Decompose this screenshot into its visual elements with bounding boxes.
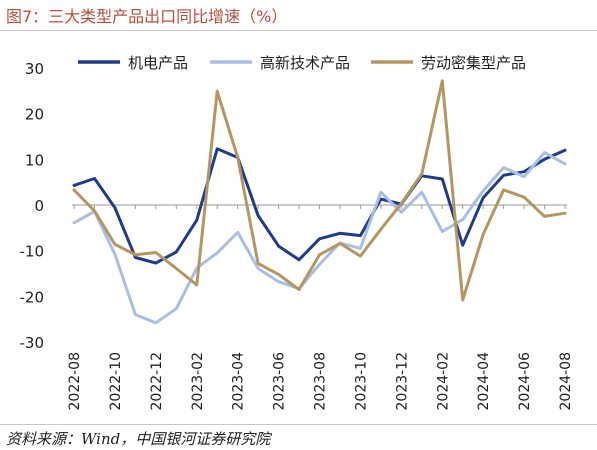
- series-line: [72, 79, 567, 302]
- legend-label: 机电产品: [128, 54, 188, 72]
- x-tick-label: 2024-08: [558, 352, 574, 411]
- legend-label: 劳动密集型产品: [421, 54, 526, 72]
- y-tick-label: 30: [25, 60, 44, 78]
- y-tick-label: 10: [25, 151, 44, 169]
- y-tick-label: -30: [20, 334, 45, 352]
- x-tick-label: 2023-10: [353, 352, 369, 411]
- x-tick-label: 2023-02: [190, 352, 206, 411]
- y-tick-label: 0: [34, 197, 44, 215]
- legend: 机电产品 高新技术产品 劳动密集型产品: [78, 54, 526, 72]
- x-tick-label: 2024-06: [517, 352, 533, 411]
- series-lines: [72, 79, 567, 325]
- x-tick-label: 2022-08: [67, 352, 83, 411]
- x-tick-label: 2024-02: [435, 352, 451, 411]
- x-tick-label: 2022-12: [149, 352, 165, 411]
- y-tick-label: -20: [20, 288, 45, 306]
- x-tick-label: 2023-06: [272, 352, 288, 411]
- y-tick-label: 20: [25, 106, 44, 124]
- y-tick-label: -10: [20, 243, 45, 261]
- axes: -30 -20 -10 0 10 20 30 2022-08 2022-10 2022-12 202…: [20, 60, 575, 411]
- legend-label: 高新技术产品: [260, 54, 350, 72]
- x-tick-label: 2023-04: [231, 352, 247, 411]
- x-tick-label: 2023-12: [394, 352, 410, 411]
- source-divider: [0, 424, 597, 425]
- series-line: [72, 151, 567, 325]
- line-chart: -30 -20 -10 0 10 20 30 2022-08 2022-10 2022-12 202…: [20, 54, 575, 411]
- source-note: 资料来源：Wind，中国银河证券研究院: [6, 430, 271, 448]
- chart-title: 图7：三大类型产品出口同比增速（%）: [6, 7, 288, 26]
- x-tick-label: 2024-04: [476, 352, 492, 411]
- title-divider: [0, 30, 597, 31]
- series-line: [72, 147, 567, 265]
- x-tick-label: 2023-08: [313, 352, 329, 411]
- x-tick-label: 2022-10: [108, 352, 124, 411]
